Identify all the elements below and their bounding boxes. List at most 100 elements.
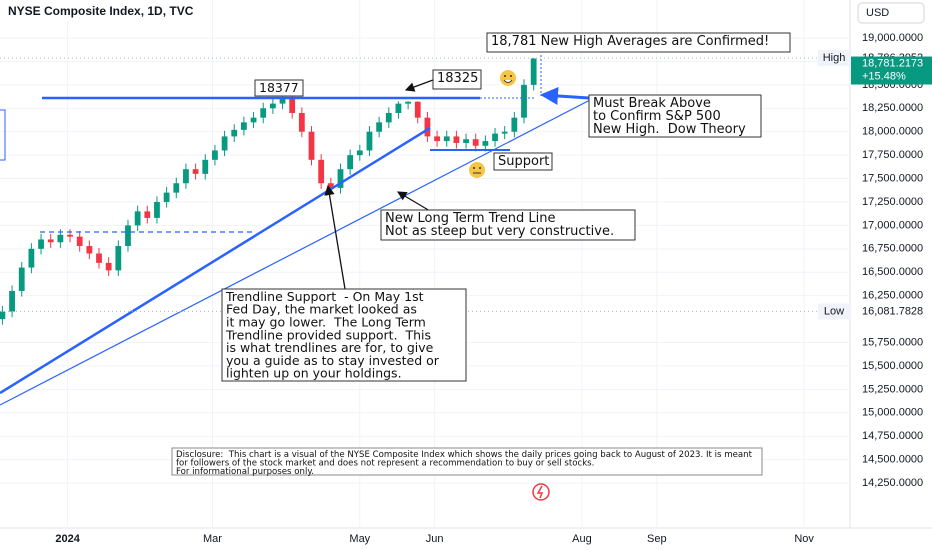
candle-body [260, 108, 267, 118]
candle-body [424, 117, 431, 137]
y-tick-label: 17,500.0000 [862, 172, 923, 184]
logo [532, 483, 550, 501]
last-change: +15.48% [862, 70, 906, 82]
annotation-box [171, 447, 763, 476]
annotation-box [493, 152, 553, 171]
candle-body [250, 117, 257, 123]
annotation-text: For informational purposes only. [176, 467, 314, 477]
price-tag-bg [851, 303, 932, 320]
candle-body [154, 201, 160, 218]
y-tick-label: 14,750.0000 [862, 430, 923, 442]
candle-body [115, 246, 122, 271]
x-tick-label: Nov [794, 533, 814, 545]
last-price: 18,781.2173 [862, 57, 923, 69]
y-tick-label: 16,500.0000 [862, 266, 923, 278]
y-tick-label: 17,000.0000 [862, 219, 923, 231]
candle-body [298, 112, 305, 132]
price-name: High [823, 52, 846, 64]
candle-body [521, 84, 527, 118]
candle-body [356, 150, 363, 156]
annotation-text: you a guide as to stay invested or [226, 353, 440, 368]
candle-body [385, 112, 392, 123]
candle-body [405, 101, 411, 104]
candle-body [47, 239, 54, 243]
candle-body [434, 136, 440, 142]
currency: USD [866, 7, 889, 19]
annotation-text: Fed Day, the market looked as [226, 302, 417, 317]
y-tick-label: 16,250.0000 [862, 290, 923, 302]
x-tick-label: May [349, 533, 370, 545]
annotation-text: to Confirm S&P 500 [593, 109, 721, 124]
candle-body [414, 101, 421, 118]
x-tick-label: Sep [647, 533, 667, 545]
annotation-text: lighten up on your holdings. [226, 366, 402, 381]
x-tick-label: Aug [572, 533, 592, 545]
arrow [540, 86, 590, 105]
candle-body [221, 136, 228, 151]
candle-body [472, 139, 479, 146]
title-bg [0, 0, 200, 22]
candle-body [453, 136, 460, 143]
annotation-text: New Long Term Trend Line [385, 211, 556, 226]
annotation-text: 18325 [437, 71, 478, 86]
y-tick-label: 15,500.0000 [862, 360, 923, 372]
candle-body [125, 225, 131, 247]
candle-body [18, 267, 25, 291]
candle-body [482, 141, 489, 146]
y-tick-label: 19,000.0000 [862, 32, 923, 44]
x-tick-label: Mar [203, 533, 222, 545]
candle-body [279, 98, 286, 104]
emoji [500, 70, 516, 86]
candle-body [376, 122, 383, 132]
candle-body [96, 253, 102, 263]
annotation-text: Disclosure: This chart is a visual of th… [176, 450, 753, 460]
annotation-text: Support [498, 154, 549, 169]
y-tick-label: 16,750.0000 [862, 243, 923, 255]
candle-body [202, 159, 209, 174]
candle-body [318, 159, 325, 184]
last-price-tag [851, 56, 932, 85]
candle-body [9, 290, 15, 312]
candle-body [0, 311, 6, 320]
x-tick-label: Jun [426, 533, 444, 545]
candle-body [395, 103, 402, 113]
price-name-bg [818, 303, 850, 320]
annotation-box [432, 69, 482, 90]
annotation-text: Trendline Support - On May 1st [225, 289, 424, 304]
candle-body [231, 129, 238, 137]
candle-body [501, 131, 508, 134]
chart-title: NYSE Composite Index, 1D, TVC [8, 4, 194, 18]
candle-body [86, 246, 93, 254]
candle-body [163, 192, 170, 202]
candle-body [192, 169, 199, 174]
candle-body [57, 234, 64, 243]
currency-box[interactable] [857, 2, 925, 24]
price-name-bg [818, 50, 850, 67]
y-tick-label: 17,750.0000 [862, 149, 923, 161]
candles [0, 58, 537, 325]
candle-body [337, 169, 344, 188]
candle-body [289, 98, 296, 113]
x-tick-label: 2024 [55, 533, 80, 545]
long-term-trendline [0, 126, 431, 395]
candle-body [443, 136, 450, 142]
candle-body [173, 183, 180, 193]
candle-body [144, 211, 151, 218]
annotation-text: Trendline provided support. This [225, 327, 431, 342]
candle-body [105, 262, 112, 271]
y-tick-label: 15,000.0000 [862, 407, 923, 419]
annotation-text: Not as steep but very constructive. [385, 224, 614, 239]
candle-body [67, 234, 73, 237]
candle-body [183, 169, 189, 184]
candle-body [366, 131, 373, 151]
emoji [469, 162, 485, 178]
candle-body [38, 239, 44, 249]
y-tick-label: 14,250.0000 [862, 477, 923, 489]
annotation-text: Must Break Above [593, 96, 711, 111]
annotation-text: for followers of the stock market and do… [176, 458, 594, 468]
price-name: Low [824, 305, 844, 317]
arrow [396, 191, 431, 212]
candle-body [492, 133, 498, 142]
annotation-box [254, 79, 304, 97]
